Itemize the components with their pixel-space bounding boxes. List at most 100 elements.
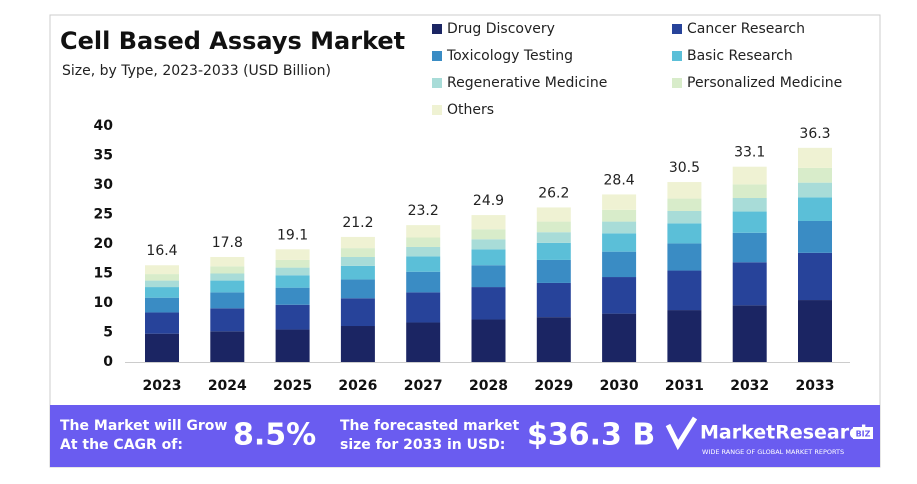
bar-segment [798,147,832,168]
banner-text: At the CAGR of: [60,437,183,453]
bar-segment [536,317,571,362]
legend-label: Cancer Research [687,21,805,37]
bar-segment [406,256,441,272]
y-tick-label: 0 [103,354,113,370]
cagr-value: 8.5% [233,418,316,453]
legend-label: Basic Research [687,48,793,64]
y-tick-label: 35 [94,148,113,164]
bar-segment [210,256,245,267]
y-tick-label: 10 [94,295,114,311]
bar-segment [602,194,637,210]
bar-segment [471,239,506,250]
bar-segment [471,229,506,240]
bar-segment [732,262,767,306]
legend-swatch [432,78,442,88]
bar-segment [275,259,310,268]
bar-segment [340,298,375,327]
bar-segment [275,329,310,362]
bar-segment [798,167,832,183]
legend-swatch [672,51,682,61]
bar-segment [667,270,702,311]
total-label: 26.2 [538,185,569,201]
bar-segment [667,182,702,199]
legend-label: Toxicology Testing [446,48,573,64]
bar-segment [798,300,832,362]
total-label: 30.5 [669,160,700,176]
banner-text: size for 2033 in USD: [340,437,505,453]
bar-segment [406,292,441,323]
bar-segment [145,287,179,298]
y-tick-label: 15 [94,266,113,282]
bar-segment [275,267,310,276]
bar-segment [340,279,375,299]
legend-label: Others [447,102,494,118]
x-tick-label: 2028 [469,378,508,394]
legend-swatch [672,78,682,88]
total-label: 28.4 [604,172,635,188]
bar-segment [340,265,375,280]
x-tick-label: 2026 [338,378,377,394]
total-label: 36.3 [799,126,830,142]
bar-segment [536,232,571,243]
x-tick-label: 2027 [404,378,443,394]
bar-segment [471,249,506,266]
bar-segment [732,197,767,212]
bar-segment [536,207,571,222]
bar-segment [406,271,441,293]
bar-segment [210,331,245,362]
bar-segment [667,223,702,244]
bar-segment [145,274,179,281]
y-tick-label: 40 [94,118,114,134]
bar-segment [145,280,179,288]
bar-segment [275,287,310,305]
total-label: 17.8 [212,235,243,251]
bar-segment [210,308,245,332]
brand-suffix: BIZ [856,430,871,439]
bar-segment [210,292,245,309]
bar-segment [667,210,702,224]
bar-segment [602,233,637,252]
bar-segment [145,312,179,334]
bar-segment [732,184,767,198]
bar-segment [406,237,441,247]
bar-segment [602,277,637,314]
bar-segment [536,282,571,318]
bar-segment [732,232,767,263]
bar-segment [275,304,310,330]
bar-segment [406,225,441,238]
bar-segment [275,249,310,260]
x-tick-label: 2032 [730,378,769,394]
y-tick-label: 20 [94,236,114,252]
bar-segment [145,333,179,362]
bar-segment [732,211,767,233]
bar-segment [145,297,179,313]
brand-logo [665,416,698,451]
x-tick-label: 2025 [273,378,312,394]
total-label: 16.4 [146,243,177,259]
bar-segment [536,221,571,233]
x-tick-label: 2030 [600,378,639,394]
banner-text: The Market will Grow [60,418,227,434]
bar-segment [210,280,245,293]
banner-text: The forecasted market [340,418,520,434]
banner [50,405,880,467]
bar-segment [471,287,506,320]
total-label: 24.9 [473,193,504,209]
bar-segment [536,242,571,260]
legend-swatch [432,24,442,34]
bar-segment [536,259,571,283]
total-label: 23.2 [408,203,439,219]
bar-segment [602,221,637,234]
bar-segment [471,215,506,230]
forecast-value: $36.3 B [527,418,655,453]
bar-segment [210,266,245,274]
y-tick-label: 5 [103,325,113,341]
total-label: 33.1 [734,145,765,161]
bar-segment [798,252,832,301]
legend-swatch [432,105,442,115]
x-tick-label: 2024 [208,378,247,394]
bar-segment [471,319,506,362]
bar-segment [602,251,637,278]
